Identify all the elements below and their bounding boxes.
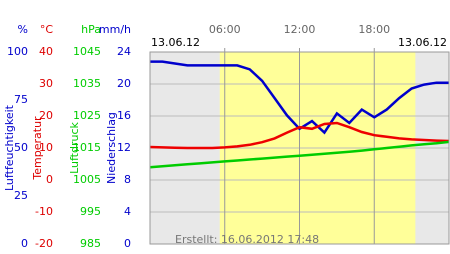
y-tick-label: 12 — [117, 141, 131, 154]
y-tick-label: 100 — [7, 45, 28, 58]
x-tick-label: 06:00 — [209, 23, 241, 36]
y-tick-label: 25 — [14, 189, 28, 202]
axis-title: Niederschlag — [105, 112, 118, 184]
y-tick-label: 1045 — [73, 45, 101, 58]
series-line — [149, 140, 450, 169]
y-tick-label: 16 — [117, 109, 131, 122]
x-tick-label: 18:00 — [358, 23, 390, 36]
y-tick-label: 24 — [117, 45, 131, 58]
y-tick-label: 1025 — [73, 109, 101, 122]
y-tick-label: 40 — [39, 45, 53, 58]
y-tick-label: -10 — [35, 205, 53, 218]
plot-border — [149, 51, 450, 245]
y-tick-label: 0 — [124, 237, 131, 250]
x-tick-label: 12:00 — [284, 23, 316, 36]
y-tick-label: 20 — [117, 77, 131, 90]
axis-unit: % — [18, 23, 28, 36]
y-tick-label: 0 — [46, 173, 53, 186]
y-tick-label: 10 — [39, 141, 53, 154]
y-tick-label: 985 — [80, 237, 101, 250]
y-tick-label: 30 — [39, 77, 53, 90]
y-tick-label: 50 — [14, 141, 28, 154]
axis-title: Temperatur — [31, 116, 44, 181]
y-tick-label: 75 — [14, 93, 28, 106]
series-line — [150, 60, 449, 135]
y-tick-label: 1005 — [73, 173, 101, 186]
created-note: Erstellt: 16.06.2012 17:48 — [175, 233, 319, 246]
y-tick-label: 4 — [124, 205, 131, 218]
series-line — [149, 121, 450, 150]
y-tick-label: 0 — [21, 237, 28, 250]
axis-unit: mm/h — [99, 23, 131, 36]
axis-title: Luftfeuchtigkeit — [3, 104, 16, 191]
date-right: 13.06.12 — [398, 36, 447, 49]
axis-unit: hPa — [81, 23, 101, 36]
y-tick-label: 20 — [39, 109, 53, 122]
y-tick-label: 1035 — [73, 77, 101, 90]
y-tick-label: 995 — [80, 205, 101, 218]
axis-unit: °C — [40, 23, 54, 36]
date-left: 13.06.12 — [151, 36, 200, 49]
y-tick-label: -20 — [35, 237, 53, 250]
y-tick-label: 8 — [124, 173, 131, 186]
y-tick-label: 1015 — [73, 141, 101, 154]
axis-title: Luftdruck — [68, 121, 81, 173]
